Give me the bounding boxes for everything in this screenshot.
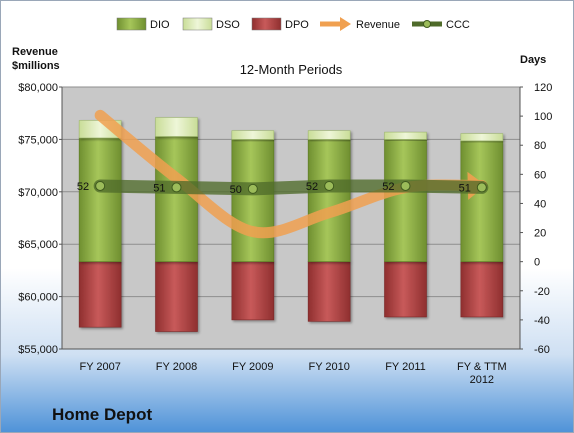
bar-dso (384, 131, 427, 140)
right-tick-label: 40 (534, 198, 546, 210)
bar-dio (78, 137, 122, 262)
left-tick-label: $55,000 (18, 344, 58, 356)
category-label: FY 2008 (156, 361, 197, 373)
legend-marker-ccc (423, 20, 431, 28)
legend-swatch-dpo (251, 17, 282, 31)
category-label: FY 2010 (308, 361, 349, 373)
bar-dso (231, 130, 275, 140)
bar-dso (460, 133, 504, 142)
bar-dio (231, 139, 275, 262)
right-tick-label: -40 (534, 315, 550, 327)
legend-label-dpo: DPO (285, 19, 309, 31)
legend-swatch-dio (116, 17, 147, 31)
legend-label-dso: DSO (216, 19, 240, 31)
bar-dpo (78, 261, 122, 328)
ccc-marker (400, 180, 411, 191)
legend-label-dio: DIO (150, 19, 170, 31)
left-tick-label: $60,000 (18, 292, 58, 304)
ccc-marker (95, 180, 106, 191)
bar-dio (307, 139, 351, 262)
category-label: FY 2009 (232, 361, 273, 373)
right-tick-label: 60 (534, 169, 546, 181)
ccc-line (93, 179, 489, 196)
right-tick-label: 100 (534, 111, 552, 123)
left-tick-label: $75,000 (18, 134, 58, 146)
bar-dso (307, 130, 351, 140)
bar-dio (155, 136, 198, 262)
legend-label-ccc: CCC (446, 19, 470, 31)
ccc-marker (476, 182, 487, 193)
bar-dpo (384, 261, 427, 318)
ccc-data-label: 52 (306, 181, 318, 193)
plot-area (61, 86, 521, 350)
ccc-data-label: 50 (230, 184, 242, 196)
bar-dpo (231, 261, 275, 321)
ccc-data-label: 51 (459, 182, 471, 194)
bar-dio (460, 140, 504, 262)
right-tick-label: -60 (534, 344, 550, 356)
left-axis-title: $millions (12, 60, 60, 72)
ccc-marker (324, 180, 335, 191)
chart-title: 12-Month Periods (240, 62, 343, 77)
right-tick-label: -20 (534, 286, 550, 298)
bar-dio (384, 139, 427, 262)
right-tick-label: 120 (534, 82, 552, 94)
left-tick-label: $70,000 (18, 187, 58, 199)
left-tick-label: $80,000 (18, 82, 58, 94)
bar-dpo (155, 261, 198, 332)
right-tick-label: 20 (534, 228, 546, 240)
category-label: FY 2007 (79, 361, 120, 373)
category-label: FY 2011 (385, 361, 426, 373)
legend-label-revenue: Revenue (356, 19, 400, 31)
legend-swatch-dso (182, 17, 213, 31)
category-label: 2012 (470, 374, 494, 386)
right-axis-title: Days (520, 54, 546, 66)
right-tick-label: 80 (534, 140, 546, 152)
legend: DIO DSO DPO Revenue CCC (116, 17, 470, 31)
ccc-marker (247, 183, 258, 194)
category-label: FY & TTM (457, 361, 507, 373)
right-tick-label: 0 (534, 257, 540, 269)
bar-dpo (307, 261, 351, 322)
ccc-data-label: 52 (382, 181, 394, 193)
legend-arrowhead-revenue (340, 17, 351, 31)
footer-title: Home Depot (52, 405, 153, 424)
ccc-data-label: 51 (153, 182, 165, 194)
bar-dpo (460, 261, 504, 318)
left-tick-label: $65,000 (18, 239, 58, 251)
ccc-marker (171, 182, 182, 193)
left-axis-title: Revenue (12, 46, 58, 58)
ccc-data-label: 52 (77, 181, 89, 193)
bar-dso (155, 117, 198, 137)
